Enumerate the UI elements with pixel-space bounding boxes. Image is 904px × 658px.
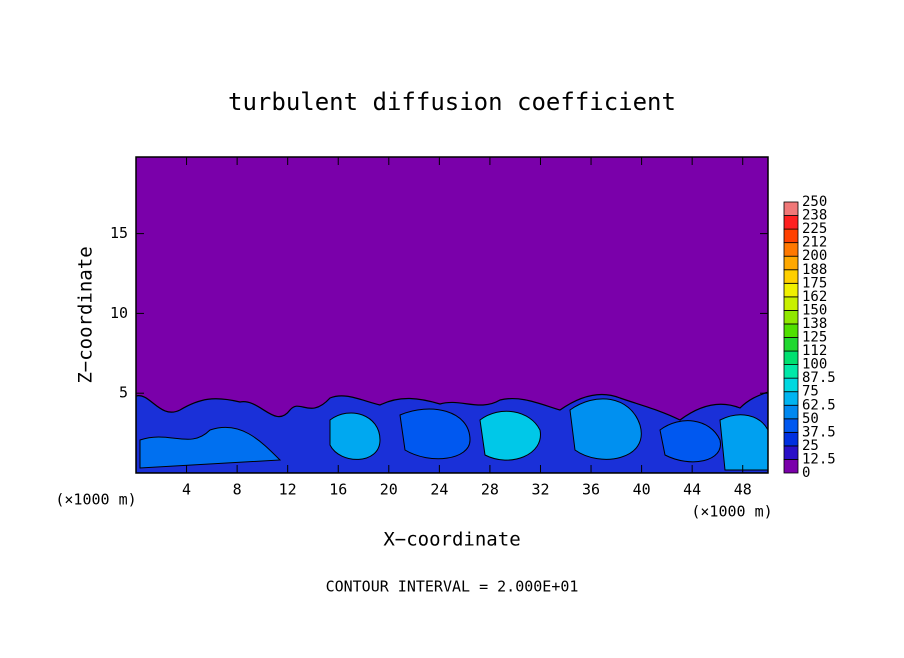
y-tick-label: 5 [119,384,128,402]
colorbar-label: 112 [802,343,827,359]
y-tick-label: 15 [110,224,128,242]
colorbar-label: 162 [802,289,827,305]
x-tick-label: 4 [182,481,191,499]
x-tick-label: 16 [329,481,347,499]
colorbar-segment [783,337,799,352]
colorbar-segment [783,242,799,257]
colorbar-label: 238 [802,208,827,224]
colorbar-segment [783,459,799,474]
plot-frame [135,156,769,474]
colorbar-label: 138 [802,316,827,332]
colorbar-segment [783,391,799,406]
x-axis-label: X−coordinate [383,529,520,551]
colorbar-label: 250 [802,194,827,210]
colorbar-segment [783,269,799,284]
field-region [139,426,282,469]
colorbar-label: 62.5 [802,397,836,413]
colorbar-label: 150 [802,302,827,318]
x-tick-label: 28 [481,481,499,499]
colorbar-label: 0 [802,465,810,481]
colorbar-segment [783,228,799,244]
field-region [719,414,768,471]
x-tick-label: 20 [380,481,398,499]
colorbar-segment [783,296,799,311]
colorbar-segment [783,350,799,365]
x-tick-label: 44 [683,481,701,499]
colorbar-segment [783,377,799,393]
colorbar-label: 125 [802,330,827,346]
colorbar-segment [783,404,799,420]
colorbar-segment [783,215,799,230]
chart-title: turbulent diffusion coefficient [228,88,676,116]
colorbar-segment [783,418,799,433]
unit-label: (×1000 m) [55,491,136,509]
colorbar-label: 75 [802,384,819,400]
colorbar-segment [783,309,799,325]
colorbar-label: 200 [802,248,827,264]
field-region [569,398,642,460]
field-region [659,420,721,463]
x-tick-label: 48 [734,481,752,499]
colorbar-label: 37.5 [802,424,836,440]
colorbar-label: 25 [802,438,819,454]
x-tick-label: 32 [531,481,549,499]
colorbar-label: 175 [802,275,827,291]
colorbar-label: 225 [802,221,827,237]
y-tick-label: 10 [110,304,128,322]
x-tick-label: 40 [633,481,651,499]
colorbar-segment [783,255,799,271]
colorbar-label: 188 [802,262,827,278]
footnote: CONTOUR INTERVAL = 2.000E+01 [326,578,579,596]
field-region [399,408,471,460]
colorbar-label: 50 [802,411,819,427]
colorbar-segment [783,282,799,298]
turbulent-layer [136,391,768,473]
colorbar-label: 100 [802,357,827,373]
field-region [479,410,541,461]
x-tick-label: 36 [582,481,600,499]
colorbar-segment [783,364,799,379]
x-tick-label: 24 [430,481,448,499]
colorbar-label: 212 [802,235,827,251]
colorbar-segment [783,445,799,460]
colorbar-segment [783,201,799,216]
colorbar-segment [783,431,799,447]
x-tick-label: 8 [233,481,242,499]
unit-label: (×1000 m) [691,503,772,521]
field-region [329,412,381,460]
y-axis-label: Z−coordinate [75,246,97,383]
colorbar-segment [783,323,799,338]
colorbar-label: 12.5 [802,451,836,467]
colorbar-label: 87.5 [802,370,836,386]
colorbar: 012.52537.55062.57587.510011212513815016… [783,194,836,481]
x-tick-label: 12 [279,481,297,499]
